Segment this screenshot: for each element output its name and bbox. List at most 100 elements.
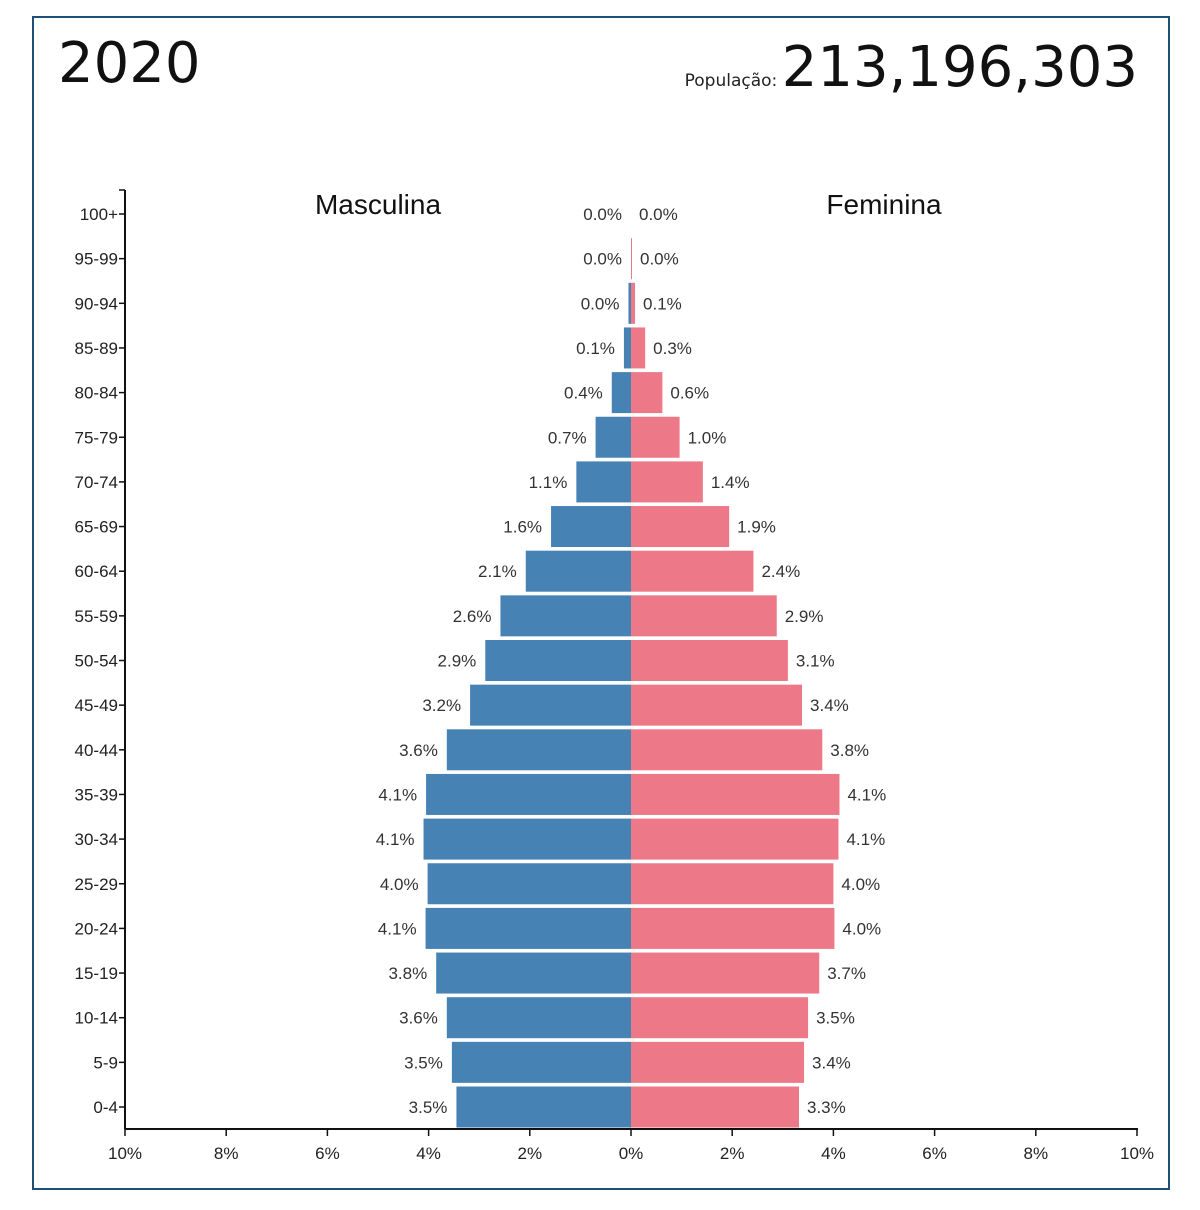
x-tick-label: 6% <box>315 1144 340 1163</box>
male-data-label: 1.6% <box>503 518 542 537</box>
female-bar-5-9 <box>631 1041 805 1083</box>
female-data-label: 3.3% <box>807 1098 846 1117</box>
female-bar-20-24 <box>631 907 835 949</box>
male-data-label: 3.5% <box>409 1098 448 1117</box>
female-data-label: 3.7% <box>827 964 866 983</box>
female-data-label: 1.4% <box>711 473 750 492</box>
female-data-label: 4.0% <box>841 875 880 894</box>
female-bar-25-29 <box>631 863 834 905</box>
age-group-label: 25-29 <box>75 875 118 894</box>
female-data-label: 4.1% <box>847 785 886 804</box>
male-data-label: 4.0% <box>380 875 419 894</box>
male-bar-65-69 <box>551 506 631 548</box>
female-bar-45-49 <box>631 684 803 726</box>
female-bar-95-99 <box>631 238 633 280</box>
age-group-label: 95-99 <box>75 250 118 269</box>
female-data-label: 0.0% <box>639 205 678 224</box>
age-group-label: 75-79 <box>75 428 118 447</box>
female-bar-55-59 <box>631 595 777 637</box>
female-data-label: 3.1% <box>796 652 835 671</box>
age-group-label: 55-59 <box>75 607 118 626</box>
age-group-label: 40-44 <box>75 741 118 760</box>
x-tick-label: 10% <box>108 1144 142 1163</box>
male-bar-90-94 <box>628 282 631 324</box>
male-bar-0-4 <box>456 1086 631 1128</box>
female-bar-30-34 <box>631 818 839 860</box>
x-tick-label: 8% <box>214 1144 239 1163</box>
x-tick-label: 4% <box>821 1144 846 1163</box>
male-bar-30-34 <box>423 818 631 860</box>
male-data-label: 0.0% <box>583 205 622 224</box>
male-data-label: 3.6% <box>399 1009 438 1028</box>
female-data-label: 0.1% <box>643 294 682 313</box>
male-bar-15-19 <box>436 952 631 994</box>
male-bar-35-39 <box>426 773 631 815</box>
female-bar-10-14 <box>631 997 809 1039</box>
female-data-label: 1.9% <box>737 518 776 537</box>
x-tick-label: 2% <box>720 1144 745 1163</box>
female-data-label: 3.5% <box>816 1009 855 1028</box>
male-data-label: 4.1% <box>378 785 417 804</box>
male-data-label: 3.6% <box>399 741 438 760</box>
male-data-label: 2.6% <box>453 607 492 626</box>
chart-frame <box>32 16 1170 1190</box>
age-group-label: 85-89 <box>75 339 118 358</box>
female-bar-40-44 <box>631 729 823 771</box>
male-data-label: 4.1% <box>378 919 417 938</box>
female-data-label: 2.9% <box>785 607 824 626</box>
x-tick-label: 2% <box>518 1144 543 1163</box>
population-value: 213,196,303 <box>781 35 1138 100</box>
age-group-label: 45-49 <box>75 696 118 715</box>
female-data-label: 0.3% <box>653 339 692 358</box>
male-bar-45-49 <box>470 684 631 726</box>
male-data-label: 2.1% <box>478 562 517 581</box>
male-data-label: 2.9% <box>438 652 477 671</box>
female-bar-35-39 <box>631 773 840 815</box>
x-tick-label: 0% <box>619 1144 644 1163</box>
female-data-label: 3.4% <box>810 696 849 715</box>
female-bar-70-74 <box>631 461 703 503</box>
male-bar-80-84 <box>611 372 631 414</box>
age-group-label: 30-34 <box>75 830 118 849</box>
population-label: População: <box>684 71 778 91</box>
female-data-label: 3.8% <box>830 741 869 760</box>
female-bar-0-4 <box>631 1086 799 1128</box>
age-group-label: 10-14 <box>75 1009 118 1028</box>
female-bar-80-84 <box>631 372 663 414</box>
male-data-label: 0.7% <box>548 428 587 447</box>
female-bar-85-89 <box>631 327 646 369</box>
male-bar-70-74 <box>576 461 631 503</box>
male-bar-10-14 <box>446 997 631 1039</box>
male-data-label: 1.1% <box>529 473 568 492</box>
age-group-label: 70-74 <box>75 473 118 492</box>
axes-layer <box>119 189 1138 1136</box>
age-group-label: 0-4 <box>93 1098 118 1117</box>
male-bar-25-29 <box>427 863 631 905</box>
x-tick-label: 8% <box>1024 1144 1049 1163</box>
labels-layer: 100+ 0.0% 0.0% 95-99 0.0% 0.0% 90-94 0.0% 0.1% 85… <box>75 189 1155 1163</box>
male-series-name: Masculina <box>315 189 441 220</box>
male-bar-50-54 <box>485 640 631 681</box>
male-data-label: 4.1% <box>376 830 415 849</box>
male-data-label: 3.8% <box>388 964 427 983</box>
male-bar-60-64 <box>525 550 631 592</box>
x-tick-label: 6% <box>922 1144 947 1163</box>
population-readout: População: 213,196,303 <box>685 40 1138 96</box>
female-data-label: 0.6% <box>670 384 709 403</box>
male-bar-5-9 <box>451 1041 631 1083</box>
age-group-label: 15-19 <box>75 964 118 983</box>
male-bar-40-44 <box>446 729 631 771</box>
male-data-label: 3.5% <box>404 1053 443 1072</box>
female-bar-15-19 <box>631 952 820 994</box>
female-bar-50-54 <box>631 640 788 681</box>
female-bar-60-64 <box>631 550 754 592</box>
male-bar-85-89 <box>623 327 631 369</box>
age-group-label: 60-64 <box>75 562 118 581</box>
male-data-label: 0.0% <box>583 250 622 269</box>
age-group-label: 35-39 <box>75 785 118 804</box>
age-group-label: 5-9 <box>93 1053 118 1072</box>
age-group-label: 65-69 <box>75 518 118 537</box>
x-tick-label: 4% <box>416 1144 441 1163</box>
year-title: 2020 <box>58 31 201 96</box>
